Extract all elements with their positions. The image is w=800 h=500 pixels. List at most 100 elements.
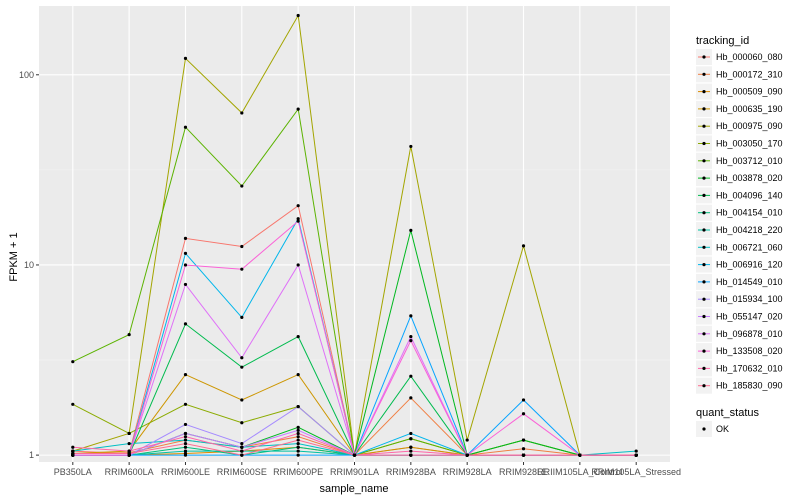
data-point <box>465 438 469 442</box>
data-point <box>183 263 188 267</box>
x-tick-label: RRIM600LA <box>105 467 154 477</box>
data-point <box>409 228 413 232</box>
data-point <box>296 204 300 208</box>
legend-key-point <box>702 366 706 370</box>
x-tick-label: RRIIM105LA_Control <box>537 467 623 477</box>
legend-key-point <box>702 228 706 232</box>
legend-label: Hb_000509_090 <box>716 87 783 97</box>
data-point <box>409 453 413 457</box>
legend-label: Hb_096878_010 <box>716 329 783 339</box>
legend-key-point <box>702 141 706 146</box>
legend-key-point <box>702 107 706 111</box>
x-tick-label: RRIM928LE <box>499 467 548 477</box>
legend-label: Hb_055147_020 <box>716 312 783 322</box>
legend-key-point <box>702 211 706 215</box>
data-point <box>71 451 75 456</box>
data-point <box>183 449 188 453</box>
data-point <box>521 438 526 442</box>
data-point <box>296 438 300 442</box>
legend-label: Hb_003878_020 <box>716 173 783 183</box>
y-tick-label: 100 <box>19 70 34 80</box>
data-point <box>240 356 244 360</box>
data-point <box>296 435 300 439</box>
data-point <box>409 431 413 436</box>
data-point <box>296 431 300 436</box>
data-point <box>183 441 188 446</box>
data-point <box>183 445 188 449</box>
data-point <box>183 282 188 287</box>
data-point <box>409 396 413 400</box>
data-point <box>240 398 244 402</box>
data-point <box>183 431 188 436</box>
data-point <box>240 453 244 457</box>
legend-label: Hb_004096_140 <box>716 190 783 200</box>
data-point <box>240 441 244 446</box>
data-point <box>296 441 300 446</box>
data-point <box>296 263 300 267</box>
legend-label: Hb_000060_080 <box>716 52 783 62</box>
data-point <box>296 453 300 457</box>
data-point <box>409 334 413 339</box>
data-point <box>240 315 244 319</box>
data-point <box>183 422 188 427</box>
data-point <box>127 449 131 453</box>
legend-key-point <box>702 176 706 180</box>
data-point <box>521 453 526 457</box>
x-tick-label: RRIM600LE <box>161 467 210 477</box>
data-point <box>240 111 244 115</box>
data-point <box>296 373 300 377</box>
x-axis-title: sample_name <box>319 483 388 495</box>
data-point <box>183 453 188 457</box>
data-points <box>71 13 638 457</box>
legend-key-point <box>702 72 706 76</box>
data-point <box>409 437 413 441</box>
data-point <box>296 425 300 429</box>
data-point <box>240 365 244 369</box>
data-point <box>296 404 300 409</box>
legend-label: Hb_000975_090 <box>716 121 783 131</box>
legend-label: Hb_185830_090 <box>716 381 783 391</box>
legend-key-point <box>702 245 706 249</box>
x-tick-label: RRIM600PE <box>273 467 323 477</box>
data-point <box>296 334 300 339</box>
x-tick-label: RRIM928LA <box>443 467 492 477</box>
data-point <box>352 453 357 457</box>
legend-label: Hb_006721_060 <box>716 242 783 252</box>
legend-key-point <box>702 193 706 197</box>
data-point <box>183 125 188 129</box>
legend-key-point <box>702 332 706 336</box>
data-point <box>240 449 244 453</box>
legend-label: Hb_003712_010 <box>716 156 783 166</box>
legend-label: Hb_133508_020 <box>716 346 783 356</box>
y-axis-title: FPKM + 1 <box>8 232 20 281</box>
data-point <box>183 373 188 377</box>
legend-key-point <box>702 159 706 163</box>
legend-title: tracking_id <box>696 35 749 47</box>
data-point <box>578 453 582 457</box>
point-legend-key-point <box>702 427 706 431</box>
data-point <box>183 402 188 406</box>
data-point <box>409 449 413 453</box>
x-tick-label: RRIM901LA <box>330 467 379 477</box>
data-point <box>71 402 75 406</box>
legend-label: Hb_004154_010 <box>716 208 783 218</box>
data-point <box>296 217 300 221</box>
data-point <box>409 144 413 149</box>
legend: tracking_id Hb_000060_080 Hb_000172_310 Hb… <box>696 35 783 437</box>
data-point <box>240 267 244 271</box>
data-point <box>409 314 413 318</box>
x-tick-label: RRIM928BA <box>386 467 436 477</box>
data-point <box>240 421 244 425</box>
data-point <box>409 445 413 449</box>
data-point <box>127 333 131 337</box>
legend-key-point <box>702 124 706 128</box>
point-legend-title: quant_status <box>696 407 759 419</box>
legend-key-point <box>702 55 706 59</box>
y-axis: 1 10 100 <box>19 70 39 460</box>
data-point <box>240 184 244 188</box>
y-tick-label: 1 <box>29 450 34 460</box>
data-point <box>127 441 131 446</box>
x-tick-label: RRIM600SE <box>217 467 267 477</box>
legend-label: Hb_170632_010 <box>716 363 783 373</box>
